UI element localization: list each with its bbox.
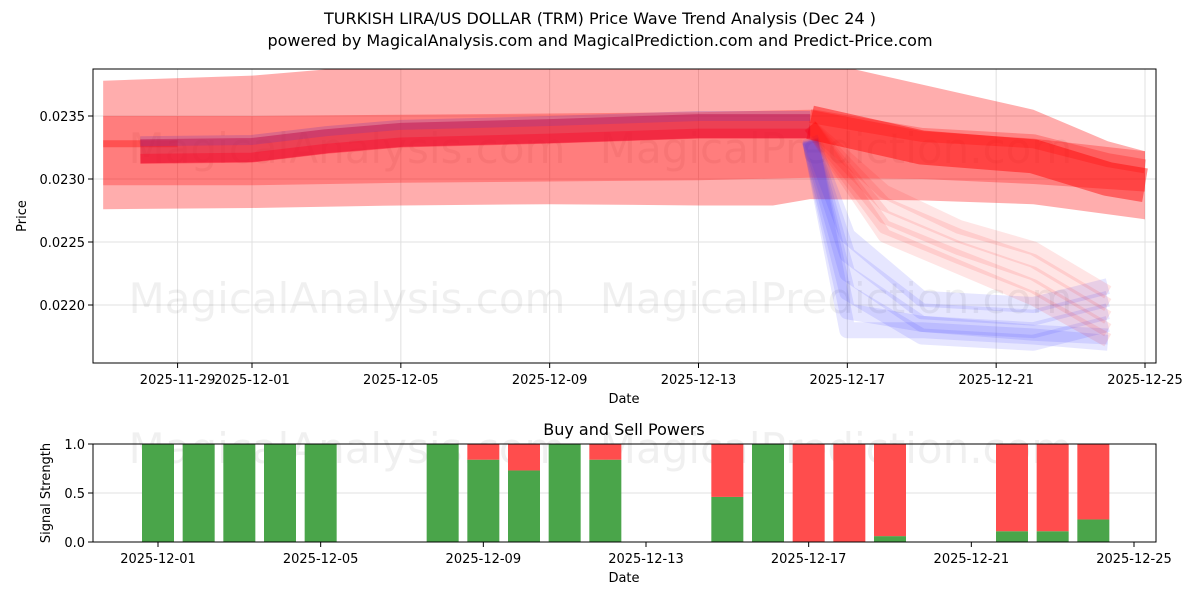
sell-bar (874, 444, 906, 536)
signal-y-ticks: 0.0 0.5 1.0 (64, 438, 93, 551)
signal-x-ticks: 2025-12-01 2025-12-05 2025-12-09 2025-12-13… (120, 542, 1172, 567)
y-tick-label: 1.0 (64, 438, 85, 453)
buy-bar (223, 444, 255, 542)
sell-bar (793, 444, 825, 542)
x-tick-label: 2025-12-09 (446, 552, 522, 567)
buy-bar (874, 536, 906, 542)
price-chart: MagicalAnalysis.comMagicalPrediction.com… (15, 59, 1183, 407)
buy-bar (467, 460, 499, 542)
buy-bar (996, 531, 1028, 542)
x-tick-label: 2025-12-13 (608, 552, 684, 567)
price-x-label: Date (608, 392, 639, 407)
y-tick-label: 0.0225 (40, 236, 86, 251)
x-tick-label: 2025-12-25 (1107, 373, 1183, 388)
x-tick-label: 2025-12-01 (120, 552, 196, 567)
y-tick-label: 0.5 (64, 487, 85, 502)
buy-bar (1037, 531, 1069, 542)
signal-chart: Buy and Sell Powers MagicalAnalysis.comM… (39, 420, 1172, 586)
x-tick-label: 2025-12-17 (771, 552, 847, 567)
y-tick-label: 0.0235 (40, 110, 86, 125)
buy-bar (305, 444, 337, 542)
x-tick-label: 2025-12-21 (934, 552, 1010, 567)
sell-bar (1037, 444, 1069, 531)
buy-bar (183, 444, 215, 542)
sell-bar (467, 444, 499, 460)
x-tick-label: 2025-11-29 (140, 373, 216, 388)
x-tick-label: 2025-12-09 (512, 373, 588, 388)
x-tick-label: 2025-12-05 (363, 373, 439, 388)
x-tick-label: 2025-12-01 (214, 373, 290, 388)
sell-bar (833, 444, 865, 542)
x-tick-label: 2025-12-05 (283, 552, 359, 567)
buy-bar (1077, 519, 1109, 542)
sell-bar (711, 444, 743, 497)
sell-bar (1077, 444, 1109, 519)
buy-bar (711, 497, 743, 542)
buy-bar (549, 444, 581, 542)
sell-bar (996, 444, 1028, 531)
price-x-ticks: 2025-11-292025-12-01 2025-12-05 2025-12-09… (140, 363, 1183, 388)
signal-x-label: Date (608, 571, 639, 586)
figure: MagicalAnalysis.comMagicalPrediction.com… (0, 0, 1200, 600)
price-y-label: Price (15, 200, 30, 232)
x-tick-label: 2025-12-25 (1096, 552, 1172, 567)
sell-bar (508, 444, 540, 470)
buy-bar (752, 444, 784, 542)
y-tick-label: 0.0230 (40, 173, 86, 188)
buy-bar (589, 460, 621, 542)
signal-y-label: Signal Strength (39, 443, 54, 543)
x-tick-label: 2025-12-21 (958, 373, 1034, 388)
watermark-text: MagicalAnalysis.com (129, 274, 566, 323)
x-tick-label: 2025-12-13 (661, 373, 737, 388)
buy-bar (264, 444, 296, 542)
x-tick-label: 2025-12-17 (810, 373, 886, 388)
y-tick-label: 0.0220 (40, 299, 86, 314)
sell-bar (589, 444, 621, 460)
price-y-ticks: 0.0220 0.0225 0.0230 0.0235 (40, 110, 94, 314)
y-tick-label: 0.0 (64, 536, 85, 551)
buy-bar (142, 444, 174, 542)
buy-bar (427, 444, 459, 542)
buy-bar (508, 470, 540, 542)
